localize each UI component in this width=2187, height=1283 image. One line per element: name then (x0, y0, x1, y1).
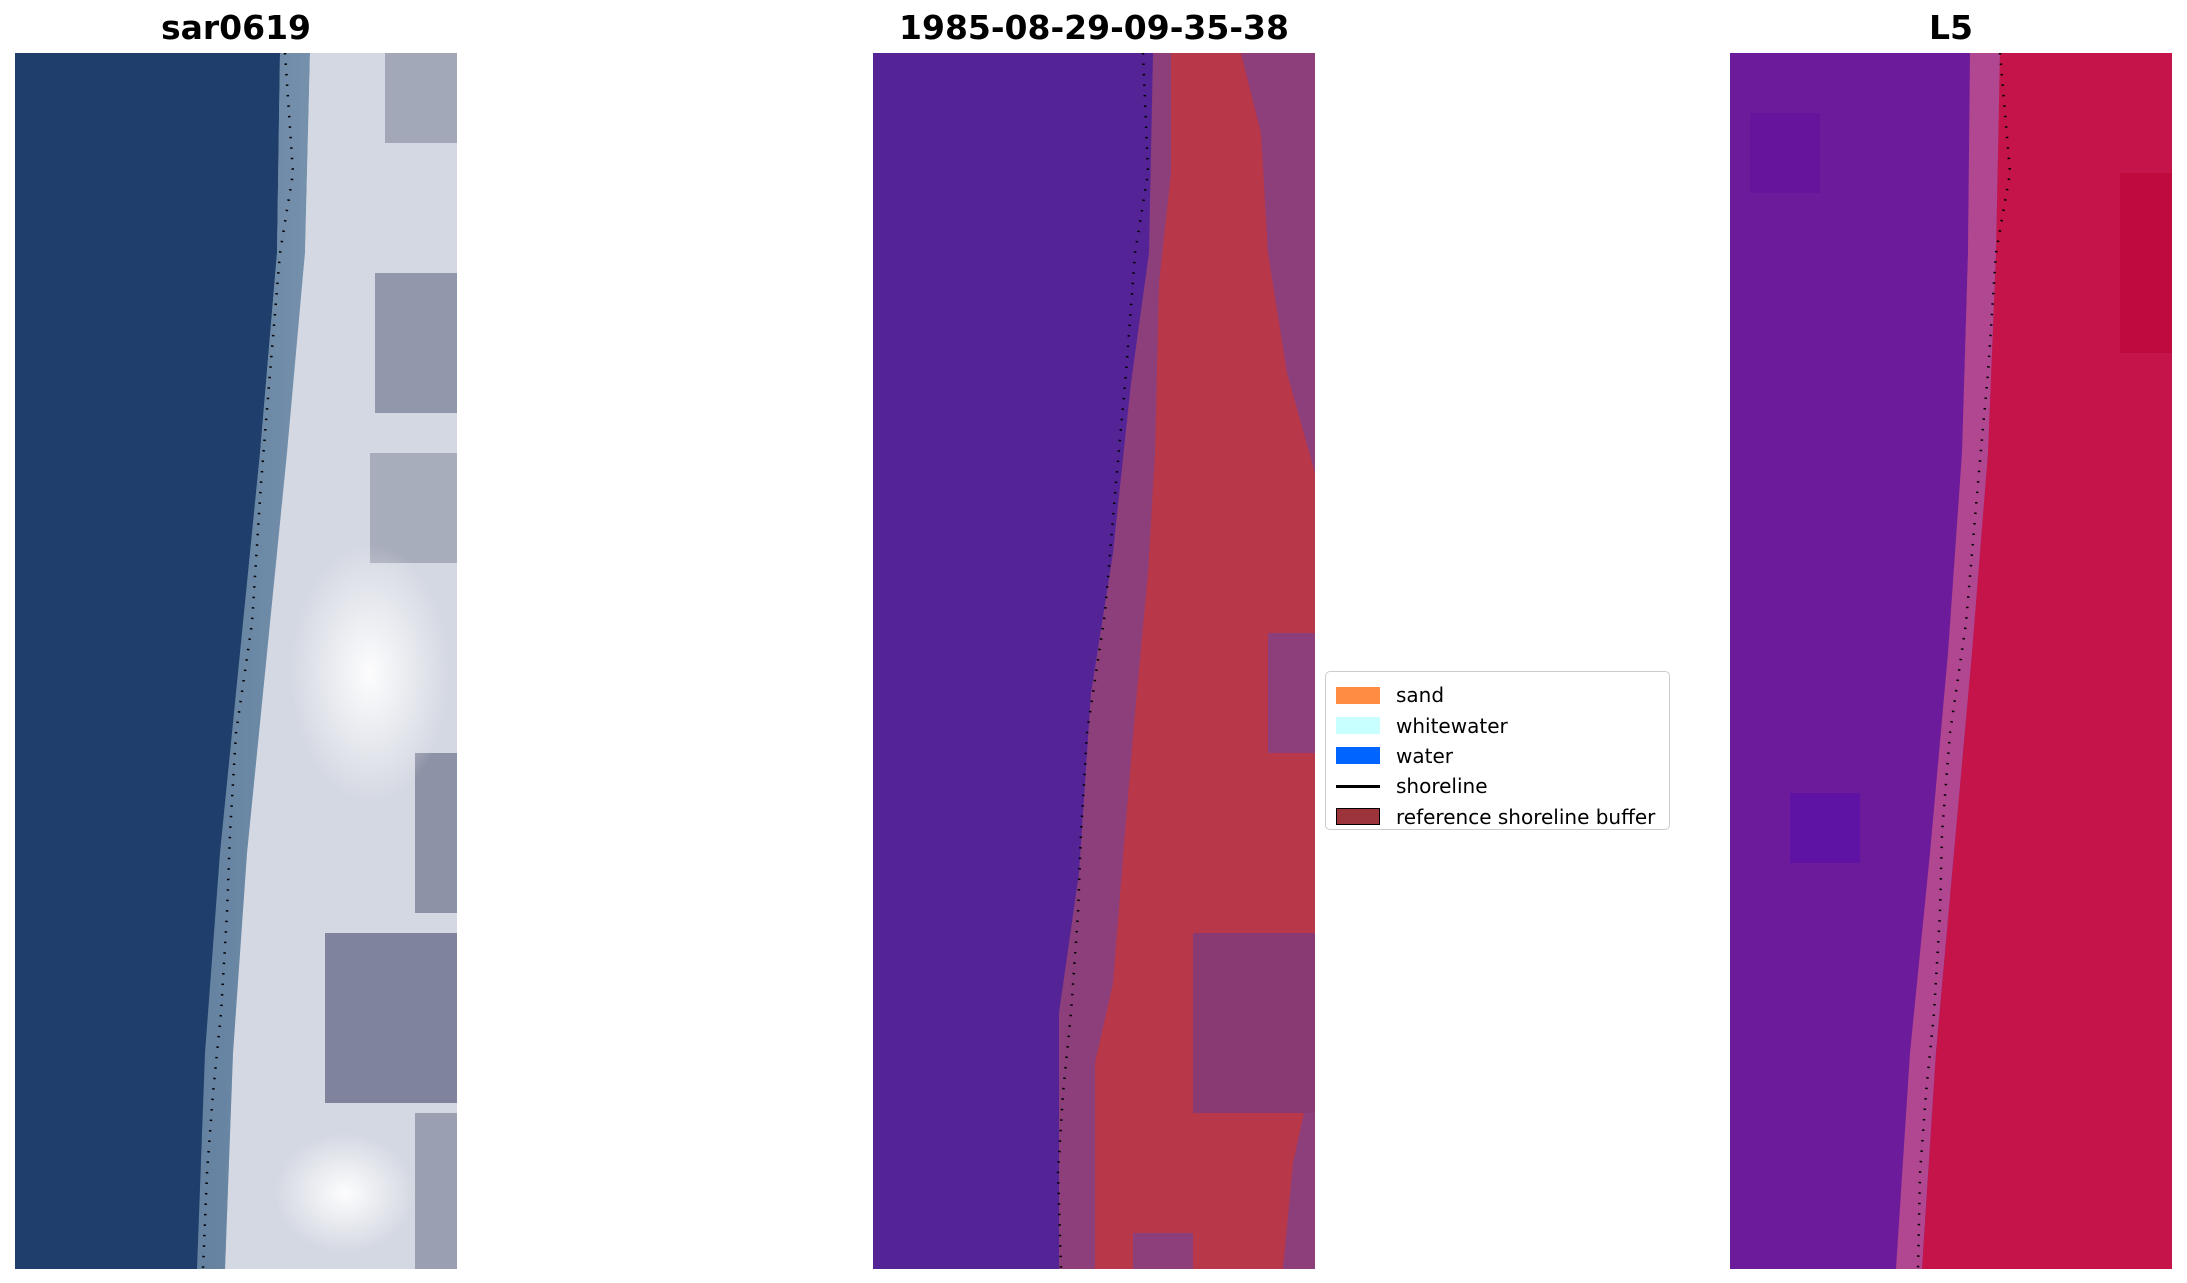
legend-label: whitewater (1396, 713, 1508, 738)
index-land-area (1922, 53, 2172, 1269)
legend-swatch (1336, 747, 1380, 765)
classified-buffer-patch (1268, 633, 1315, 753)
legend-item-shoreline: shoreline (1336, 771, 1659, 801)
rgb-surf-zone (197, 53, 310, 1269)
legend-label: water (1396, 743, 1453, 768)
legend-item-water: water (1336, 741, 1659, 771)
legend-swatch (1336, 686, 1380, 704)
legend: sand whitewater water shoreline referenc… (1325, 671, 1670, 830)
index-water-area (1730, 53, 1970, 1269)
rgb-inland-patch (370, 453, 457, 563)
rgb-image-panel (15, 53, 457, 1269)
index-dark-patch (1750, 113, 1820, 193)
legend-item-sand: sand (1336, 680, 1659, 710)
legend-item-reference-buffer: reference shoreline buffer (1336, 802, 1659, 832)
index-dark-patch (1790, 793, 1860, 863)
rgb-bright-spot (275, 1133, 415, 1253)
shoreline (1056, 53, 1150, 1269)
index-dark-patch (2120, 173, 2172, 353)
index-panel (1730, 53, 2172, 1269)
legend-item-whitewater: whitewater (1336, 710, 1659, 740)
rgb-inland-patch (415, 1113, 457, 1269)
classified-buffer-patch (1193, 933, 1315, 1113)
classification-panel (873, 53, 1315, 1269)
legend-label: shoreline (1396, 774, 1488, 799)
panel-title-rgb: sar0619 (160, 8, 312, 47)
rgb-inland-patch (385, 53, 457, 143)
rgb-inland-patch (325, 933, 457, 1103)
legend-swatch (1336, 784, 1380, 788)
classified-buffer-patch (1133, 1233, 1193, 1269)
shoreline (201, 53, 295, 1269)
legend-label: sand (1396, 683, 1445, 708)
rgb-inland-patch (415, 753, 457, 913)
rgb-inland-patch (375, 273, 457, 413)
panel-title-index: L5 (1929, 8, 1973, 47)
rgb-bright-spot (290, 543, 450, 803)
panel-title-classification: 1985-08-29-09-35-38 (899, 8, 1289, 47)
rgb-water-area (15, 53, 280, 1269)
legend-swatch (1336, 717, 1380, 735)
index-transition-band (1896, 53, 2000, 1269)
legend-swatch (1336, 808, 1380, 826)
legend-label: reference shoreline buffer (1396, 804, 1656, 829)
